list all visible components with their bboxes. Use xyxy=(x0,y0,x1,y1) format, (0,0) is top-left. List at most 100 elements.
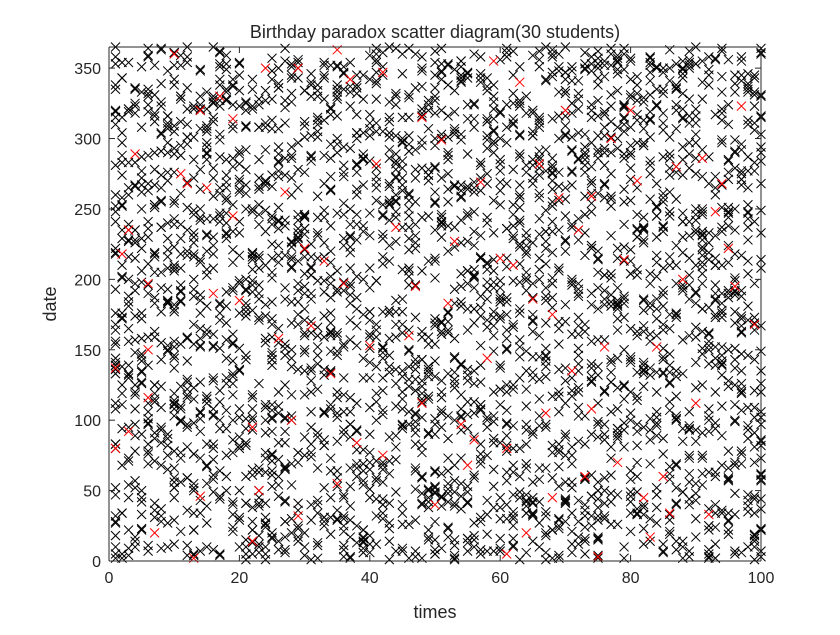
marker-stroke xyxy=(188,382,199,393)
marker-stroke xyxy=(188,485,199,496)
data-point-marker xyxy=(188,132,199,142)
marker-stroke xyxy=(117,170,127,181)
data-point-marker xyxy=(143,178,153,189)
marker-stroke xyxy=(123,57,134,68)
data-point-marker xyxy=(175,297,186,307)
marker-stroke xyxy=(143,449,153,459)
data-point-marker xyxy=(130,387,140,397)
marker-stroke xyxy=(195,212,206,223)
marker-stroke xyxy=(156,267,167,278)
marker-stroke xyxy=(143,280,153,290)
marker-stroke xyxy=(169,482,180,493)
data-point-marker xyxy=(162,244,173,255)
data-point-marker xyxy=(175,188,186,199)
data-point-marker xyxy=(169,149,180,159)
data-point-marker xyxy=(162,123,173,134)
data-point-marker xyxy=(136,377,147,388)
data-point-marker xyxy=(169,398,180,409)
marker-stroke xyxy=(188,173,199,183)
marker-stroke xyxy=(188,418,199,428)
data-point-marker xyxy=(149,332,160,342)
marker-stroke xyxy=(136,180,147,190)
data-point-marker xyxy=(182,177,193,188)
data-point-marker xyxy=(130,380,140,390)
marker-stroke xyxy=(162,284,173,295)
marker-stroke xyxy=(143,223,153,234)
data-point-marker xyxy=(123,57,134,68)
marker-stroke xyxy=(195,215,206,226)
marker-stroke xyxy=(123,236,134,247)
marker-stroke xyxy=(110,59,121,69)
data-point-marker xyxy=(117,423,127,434)
marker-stroke xyxy=(195,66,206,76)
marker-stroke xyxy=(195,377,206,388)
marker-stroke xyxy=(162,175,173,186)
data-point-marker xyxy=(136,509,147,520)
marker-stroke xyxy=(169,299,180,310)
data-point-marker xyxy=(162,298,173,309)
data-point-marker xyxy=(188,249,199,259)
marker-stroke xyxy=(110,336,121,347)
data-point-marker xyxy=(143,406,153,417)
marker-stroke xyxy=(162,251,173,262)
marker-stroke xyxy=(130,235,140,245)
marker-stroke xyxy=(188,101,199,111)
data-point-marker xyxy=(143,546,153,556)
marker-stroke xyxy=(175,453,186,464)
marker-stroke xyxy=(149,199,160,210)
marker-stroke xyxy=(130,237,140,248)
marker-stroke xyxy=(143,91,153,102)
marker-stroke xyxy=(188,274,199,285)
data-point-marker xyxy=(195,254,206,265)
marker-stroke xyxy=(188,319,199,330)
data-point-marker xyxy=(110,339,121,349)
marker-stroke xyxy=(143,418,153,428)
marker-stroke xyxy=(188,209,199,220)
data-point-marker xyxy=(175,285,186,296)
data-point-marker xyxy=(130,82,140,93)
scatter-marks xyxy=(110,42,766,565)
marker-stroke xyxy=(123,251,134,262)
data-point-marker xyxy=(175,477,186,487)
data-point-marker xyxy=(188,394,199,404)
marker-stroke xyxy=(136,377,147,388)
data-point-marker xyxy=(143,185,153,196)
marker-stroke xyxy=(110,518,121,528)
marker-stroke xyxy=(136,509,147,520)
data-point-marker xyxy=(169,299,180,310)
marker-stroke xyxy=(136,233,147,244)
marker-stroke xyxy=(182,374,193,385)
marker-stroke xyxy=(136,187,147,197)
marker-stroke xyxy=(162,297,173,307)
data-point-marker xyxy=(175,150,186,161)
marker-stroke xyxy=(182,419,193,430)
data-point-marker xyxy=(175,526,186,537)
data-point-marker xyxy=(123,456,134,466)
data-point-marker xyxy=(156,504,167,514)
data-point-marker xyxy=(162,542,173,552)
data-point-marker xyxy=(195,340,206,351)
data-point-marker xyxy=(156,354,167,365)
data-point-marker xyxy=(188,550,199,561)
data-point-marker xyxy=(117,260,127,271)
data-point-marker xyxy=(143,91,153,102)
marker-stroke xyxy=(149,332,160,342)
data-point-marker xyxy=(188,291,199,302)
marker-stroke xyxy=(156,425,167,435)
marker-stroke xyxy=(110,353,121,364)
marker-stroke xyxy=(188,237,199,248)
data-point-marker xyxy=(136,180,147,190)
marker-stroke xyxy=(110,216,121,227)
data-point-marker xyxy=(143,413,153,424)
data-point-marker xyxy=(130,430,140,441)
marker-stroke xyxy=(123,190,134,200)
data-point-marker xyxy=(156,267,167,278)
data-point-marker xyxy=(136,61,147,72)
marker-stroke xyxy=(195,340,206,351)
data-point-marker xyxy=(175,91,186,102)
marker-stroke xyxy=(162,244,173,255)
marker-stroke xyxy=(175,526,186,537)
marker-stroke xyxy=(156,460,167,471)
data-point-marker xyxy=(136,492,147,503)
